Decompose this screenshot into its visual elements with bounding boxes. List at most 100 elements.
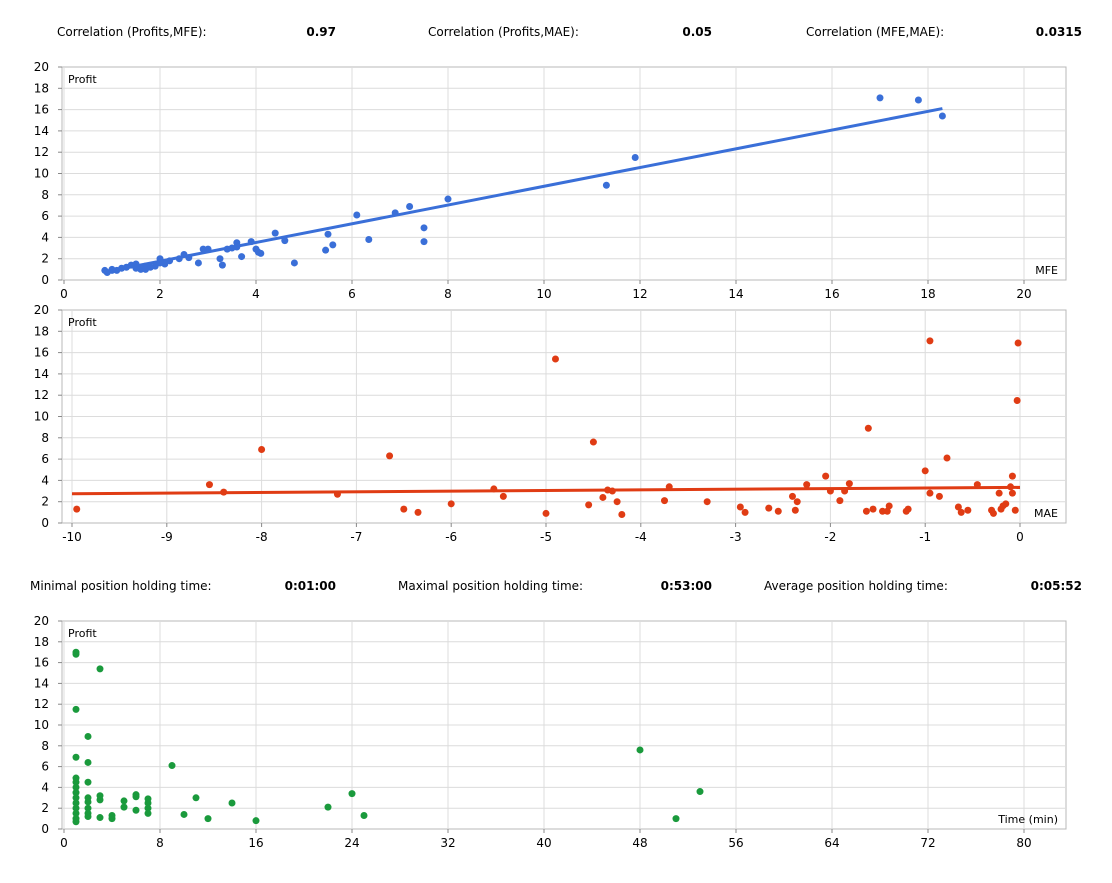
x-tick-label: 24 bbox=[344, 836, 359, 850]
data-point bbox=[132, 264, 140, 272]
trendline bbox=[104, 107, 943, 274]
data-point bbox=[876, 94, 884, 102]
y-tick-label: 6 bbox=[41, 452, 49, 466]
profit-vs-time-chart: 0 8 16 24 32 40 48 56 64 72 8002468101214161820Pro… bbox=[34, 614, 1067, 850]
data-point bbox=[774, 507, 782, 515]
y-tick-label: 18 bbox=[34, 324, 49, 338]
max-holding-label: Maximal position holding time: bbox=[398, 579, 584, 593]
data-point bbox=[914, 96, 922, 104]
data-point bbox=[168, 762, 176, 770]
x-tick-label: 0 bbox=[60, 287, 68, 301]
data-point bbox=[84, 813, 92, 821]
data-point bbox=[329, 241, 337, 249]
y-tick-label: 6 bbox=[41, 209, 49, 223]
data-point bbox=[499, 492, 507, 500]
data-point bbox=[73, 505, 81, 513]
data-point bbox=[589, 438, 597, 446]
corr-mfe-mae-value: 0.0315 bbox=[1035, 25, 1082, 39]
corr-mfe-mae-label: Correlation (MFE,MAE): bbox=[806, 25, 945, 39]
data-point bbox=[696, 788, 704, 796]
data-point bbox=[84, 798, 92, 806]
y-axis-label: Profit bbox=[68, 73, 97, 86]
x-tick-label: 0 bbox=[1016, 530, 1024, 544]
y-tick-label: 4 bbox=[41, 473, 49, 487]
data-point bbox=[120, 803, 128, 811]
data-point bbox=[271, 229, 279, 237]
data-point bbox=[72, 789, 80, 797]
data-point bbox=[869, 505, 877, 513]
y-tick-label: 18 bbox=[34, 81, 49, 95]
data-point bbox=[238, 253, 246, 261]
x-tick-label: 8 bbox=[444, 287, 452, 301]
data-point bbox=[995, 489, 1003, 497]
data-point bbox=[765, 504, 773, 512]
data-point bbox=[793, 498, 801, 506]
data-point bbox=[788, 492, 796, 500]
data-point bbox=[96, 665, 104, 673]
data-point bbox=[348, 790, 356, 798]
x-tick-label: 40 bbox=[536, 836, 551, 850]
data-point bbox=[420, 238, 428, 246]
data-point bbox=[180, 250, 188, 258]
x-tick-label: 6 bbox=[348, 287, 356, 301]
data-point bbox=[132, 791, 140, 799]
x-tick-label: 20 bbox=[1016, 287, 1031, 301]
min-holding-label: Minimal position holding time: bbox=[30, 579, 212, 593]
y-tick-label: 16 bbox=[34, 656, 49, 670]
data-point bbox=[636, 746, 644, 754]
avg-holding-value: 0:05:52 bbox=[1030, 579, 1082, 593]
x-tick-label: 72 bbox=[920, 836, 935, 850]
x-tick-label: 80 bbox=[1016, 836, 1031, 850]
data-point bbox=[84, 758, 92, 766]
data-point bbox=[247, 238, 255, 246]
data-point bbox=[72, 650, 80, 658]
data-point bbox=[199, 245, 207, 253]
x-tick-label: -1 bbox=[919, 530, 931, 544]
data-point bbox=[144, 799, 152, 807]
x-tick-label: 8 bbox=[156, 836, 164, 850]
data-point bbox=[973, 481, 981, 489]
data-point bbox=[613, 498, 621, 506]
data-point bbox=[84, 778, 92, 786]
data-point bbox=[72, 799, 80, 807]
y-tick-label: 12 bbox=[34, 145, 49, 159]
y-tick-label: 2 bbox=[41, 801, 49, 815]
y-tick-label: 14 bbox=[34, 124, 49, 138]
data-point bbox=[926, 489, 934, 497]
y-tick-label: 0 bbox=[41, 822, 49, 836]
data-point bbox=[631, 154, 639, 162]
data-point bbox=[661, 497, 668, 505]
y-tick-label: 6 bbox=[41, 760, 49, 774]
x-tick-label: 64 bbox=[824, 836, 839, 850]
data-point bbox=[885, 502, 893, 510]
data-point bbox=[447, 500, 455, 508]
data-point bbox=[96, 796, 104, 804]
data-point bbox=[864, 424, 872, 432]
data-point bbox=[101, 266, 109, 274]
data-point bbox=[205, 481, 213, 489]
x-tick-label: -4 bbox=[635, 530, 647, 544]
y-tick-label: 8 bbox=[41, 188, 49, 202]
data-point bbox=[113, 266, 121, 274]
data-point bbox=[391, 209, 399, 217]
data-point bbox=[216, 255, 224, 263]
x-tick-label: 16 bbox=[824, 287, 839, 301]
x-tick-label: -3 bbox=[730, 530, 742, 544]
data-point bbox=[360, 811, 368, 819]
y-tick-label: 20 bbox=[34, 60, 49, 74]
max-holding-value: 0:53:00 bbox=[660, 579, 712, 593]
data-point bbox=[218, 261, 226, 269]
y-tick-label: 20 bbox=[34, 303, 49, 317]
data-point bbox=[192, 794, 200, 802]
y-tick-label: 10 bbox=[34, 167, 49, 181]
data-point bbox=[822, 472, 830, 480]
x-tick-label: -2 bbox=[824, 530, 836, 544]
y-tick-label: 14 bbox=[34, 367, 49, 381]
data-point bbox=[826, 487, 834, 495]
x-tick-label: -10 bbox=[62, 530, 82, 544]
data-point bbox=[608, 487, 616, 495]
data-point bbox=[551, 355, 559, 363]
data-point bbox=[400, 505, 408, 513]
data-point bbox=[252, 817, 260, 825]
